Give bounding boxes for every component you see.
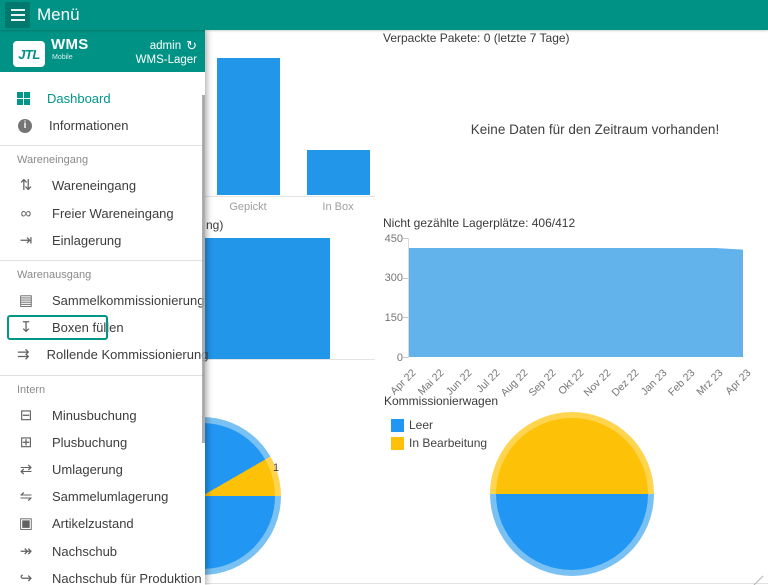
- section-label-warenausgang: Warenausgang: [17, 268, 92, 281]
- y-axis-label: 0: [396, 351, 403, 364]
- sidebar-item-label: Boxen füllen: [52, 320, 124, 336]
- category-label: In Box: [322, 201, 354, 213]
- sidebar-item-label: Artikelzustand: [52, 516, 134, 532]
- sidebar-menu: Dashboard i Informationen Wareneingang ⇅ Ware…: [0, 72, 208, 585]
- sidebar-item-nachschub-f-r-produktion[interactable]: ↪ Nachschub für Produktion: [0, 565, 205, 585]
- jtl-logo: JTL: [13, 41, 45, 67]
- sidebar-item-sammelkommissionierung[interactable]: ▤ Sammelkommissionierung: [0, 287, 205, 314]
- sidebar-item-label: Freier Wareneingang: [52, 205, 174, 221]
- y-axis-line: [408, 238, 409, 358]
- x-axis-line: [205, 359, 375, 360]
- sidebar-item-rollende-kommissionierung[interactable]: ⇉ Rollende Kommissionierung: [0, 341, 208, 368]
- packages-chart-title: Verpackte Pakete: 0 (letzte 7 Tage): [383, 31, 570, 45]
- topbar: Menü: [0, 0, 768, 30]
- sidebar-scrollbar[interactable]: [202, 95, 205, 443]
- legend-item-leer[interactable]: Leer: [391, 418, 433, 432]
- sidebar-item-label: Informationen: [49, 118, 129, 134]
- uncounted-chart-title: Nicht gezählte Lagerplätze: 406/412: [383, 216, 576, 230]
- sidebar-item-label: Nachschub: [52, 543, 118, 559]
- sidebar-item-freier-wareneingang[interactable]: ∞ Freier Wareneingang: [0, 200, 205, 227]
- x-axis-line: [205, 196, 375, 197]
- sidebar-item-label: Umlagerung: [52, 461, 123, 477]
- brand-name: WMS: [51, 36, 89, 53]
- sidebar-item-label: Plusbuchung: [52, 434, 128, 450]
- minus-box-icon: ⊟: [19, 406, 33, 424]
- arrow-into-bar-icon: ⇥: [19, 231, 33, 249]
- trolley-icon: ⇉: [17, 346, 30, 364]
- bar: [307, 149, 370, 196]
- legend-label: In Bearbeitung: [409, 436, 488, 450]
- section-label-wareneingang: Wareneingang: [17, 154, 89, 167]
- menu-divider: [0, 259, 205, 261]
- sidebar-item-einlagerung[interactable]: ⇥ Einlagerung: [0, 227, 205, 254]
- y-axis-label: 150: [384, 311, 403, 324]
- arrows-updown-icon: ⇅: [19, 177, 33, 195]
- legend-label: Leer: [409, 418, 434, 432]
- sidebar-header: JTL WMS Mobile admin ↻ WMS-Lager: [0, 30, 205, 72]
- sidebar-item-label: Wareneingang: [52, 178, 137, 194]
- page-title: Menü: [37, 5, 80, 24]
- dashboard-icon: [17, 92, 30, 106]
- legend-item-in-bearbeitung[interactable]: In Bearbeitung: [391, 436, 487, 450]
- sidebar-item-label: Einlagerung: [52, 232, 122, 248]
- section-label-intern: Intern: [17, 383, 46, 396]
- sidebar-item-informationen[interactable]: i Informationen: [0, 112, 205, 139]
- pie-data-label: 1: [273, 462, 280, 474]
- sidebar-item-umlagerung[interactable]: ⇄ Umlagerung: [0, 456, 205, 483]
- transfer-multi-icon: ⇋: [19, 488, 33, 506]
- sidebar-item-label: Sammelkommissionierung: [52, 293, 205, 309]
- sidebar-item-sammelumlagerung[interactable]: ⇋ Sammelumlagerung: [0, 483, 205, 510]
- carts-chart-title: Kommissionierwagen: [384, 394, 499, 408]
- area-shape: [408, 248, 743, 357]
- sidebar-item-plusbuchung[interactable]: ⊞ Plusbuchung: [0, 429, 205, 456]
- card-divider: [205, 583, 768, 584]
- jtl-logo-text: JTL: [18, 46, 40, 62]
- legend-swatch: [391, 418, 404, 432]
- refresh-icon[interactable]: ↻: [186, 38, 197, 53]
- menu-divider: [0, 145, 205, 147]
- y-axis-tick: [403, 277, 408, 279]
- carts-pie-chart-right: [490, 412, 654, 576]
- sidebar-item-label: Rollende Kommissionierung: [46, 347, 209, 363]
- legend-swatch: [391, 436, 404, 450]
- sidebar-item-boxen-f-llen[interactable]: ↧ Boxen füllen: [0, 314, 205, 341]
- clipboard-icon: ▤: [18, 292, 34, 310]
- sidebar-item-wareneingang[interactable]: ⇅ Wareneingang: [0, 172, 205, 199]
- y-axis-tick: [403, 238, 408, 239]
- sidebar-item-minusbuchung[interactable]: ⊟ Minusbuchung: [0, 402, 205, 429]
- sidebar-item-label: Minusbuchung: [52, 407, 137, 423]
- hamburger-menu-button[interactable]: [5, 2, 30, 28]
- plus-box-icon: ⊞: [19, 433, 33, 451]
- tray-download-icon: ↧: [19, 319, 33, 337]
- infinity-icon: ∞: [20, 204, 32, 222]
- warehouse-name: WMS-Lager: [135, 54, 197, 66]
- empty-state-message: Keine Daten für den Zeitraum vorhanden!: [470, 122, 720, 137]
- clipped-chart-title-fragment: ng): [206, 218, 224, 232]
- sidebar-item-artikelzustand[interactable]: ▣ Artikelzustand: [0, 510, 205, 537]
- y-axis-tick: [403, 317, 408, 319]
- y-axis-label: 450: [384, 232, 403, 245]
- username: admin: [149, 40, 182, 52]
- y-axis-tick: [403, 357, 408, 358]
- transfer-icon: ⇄: [19, 460, 33, 478]
- sidebar: JTL WMS Mobile admin ↻ WMS-Lager Dashboa…: [0, 30, 208, 585]
- screen-icon: ▣: [18, 515, 34, 533]
- y-axis-label: 300: [384, 272, 403, 285]
- pie-slices: [496, 418, 648, 570]
- sidebar-item-label: Sammelumlagerung: [52, 489, 169, 505]
- arrow-redo-icon: ↪: [19, 569, 33, 585]
- brand-subtitle: Mobile: [52, 54, 73, 61]
- sidebar-item-nachschub[interactable]: ↠ Nachschub: [0, 537, 205, 564]
- category-label: Gepickt: [229, 201, 267, 213]
- menu-divider: [0, 374, 205, 376]
- info-icon: i: [18, 118, 32, 133]
- sidebar-item-label: Dashboard: [47, 91, 111, 107]
- bar: [217, 58, 280, 196]
- arrow-double-icon: ↠: [19, 542, 33, 560]
- sidebar-item-dashboard[interactable]: Dashboard: [0, 85, 205, 112]
- sidebar-item-label: Nachschub für Produktion: [52, 570, 202, 585]
